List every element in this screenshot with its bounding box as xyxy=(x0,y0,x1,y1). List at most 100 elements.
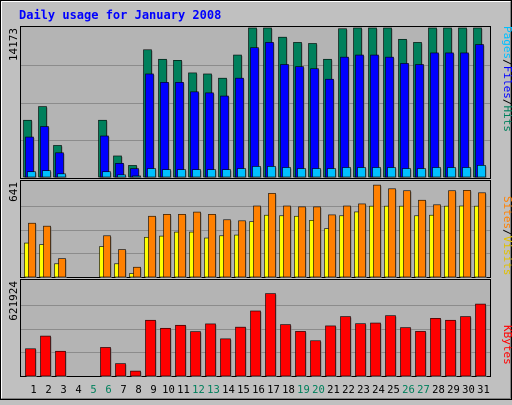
bar-kbytes xyxy=(280,324,291,377)
bar-sites xyxy=(223,219,231,278)
bar-files xyxy=(250,47,259,178)
bar-sites xyxy=(178,214,186,278)
day-label: 2 xyxy=(45,384,51,396)
bar-sites xyxy=(58,258,66,278)
bar-kbytes xyxy=(175,324,186,377)
bar-kbytes xyxy=(205,323,216,377)
bar-sites xyxy=(448,190,456,278)
ymax-label-hits: 14173 xyxy=(7,28,20,61)
legend-pages: Pages xyxy=(501,26,512,59)
bar-kbytes xyxy=(400,327,411,377)
bar-files xyxy=(400,63,409,178)
bar-sites xyxy=(313,206,321,278)
bar-kbytes xyxy=(340,316,351,377)
ymax-label-visits: 641 xyxy=(7,182,20,202)
bar-files xyxy=(205,92,214,178)
bar-sites xyxy=(253,205,261,278)
day-label: 5 xyxy=(90,384,96,396)
bar-files xyxy=(475,44,484,178)
day-label: 29 xyxy=(447,384,460,396)
bar-sites xyxy=(373,184,381,278)
day-label: 30 xyxy=(462,384,475,396)
day-label: 16 xyxy=(252,384,265,396)
bar-sites xyxy=(238,220,246,278)
bar-pages xyxy=(342,167,351,178)
legend-visits-panel: Sites/Visits xyxy=(501,196,512,276)
bar-files xyxy=(40,126,49,178)
bar-kbytes xyxy=(370,322,381,377)
bar-sites xyxy=(208,214,216,278)
bar-sites xyxy=(283,205,291,278)
day-label: 28 xyxy=(432,384,445,396)
legend-files: Files xyxy=(501,66,512,99)
bar-sites xyxy=(403,190,411,278)
day-label: 9 xyxy=(150,384,156,396)
bar-files xyxy=(220,95,229,178)
day-label: 14 xyxy=(222,384,235,396)
bar-kbytes xyxy=(445,319,456,377)
bar-files xyxy=(175,82,184,178)
bar-pages xyxy=(327,168,336,178)
bar-files xyxy=(340,56,349,178)
bar-pages xyxy=(372,167,381,178)
bar-pages xyxy=(132,175,141,178)
ymax-label-kbytes: 621924 xyxy=(7,281,20,321)
day-label: 21 xyxy=(327,384,340,396)
bar-files xyxy=(460,52,469,178)
bar-sites xyxy=(148,215,156,278)
legend-sites: Sites xyxy=(501,196,512,229)
bar-pages xyxy=(387,167,396,178)
bar-files xyxy=(430,52,439,178)
day-label: 12 xyxy=(192,384,205,396)
bar-sites xyxy=(133,266,141,278)
bar-pages xyxy=(252,166,261,178)
day-label: 7 xyxy=(120,384,126,396)
bar-files xyxy=(415,64,424,178)
bar-pages xyxy=(282,167,291,178)
bar-sites xyxy=(328,214,336,278)
day-label: 24 xyxy=(372,384,385,396)
day-label: 26 xyxy=(402,384,415,396)
bar-pages xyxy=(207,169,216,178)
bar-files xyxy=(235,77,244,178)
day-label: 8 xyxy=(135,384,141,396)
bar-pages xyxy=(357,167,366,178)
bar-kbytes xyxy=(310,340,321,377)
bar-kbytes xyxy=(415,331,426,377)
bar-pages xyxy=(312,168,321,178)
day-label: 17 xyxy=(267,384,280,396)
bar-files xyxy=(160,82,169,178)
bar-pages xyxy=(192,169,201,178)
bar-kbytes xyxy=(430,318,441,377)
bar-files xyxy=(25,136,34,178)
day-label: 15 xyxy=(237,384,250,396)
bar-pages xyxy=(417,168,426,178)
legend-hits-panel: Pages/Files/Hits xyxy=(501,26,512,132)
day-label: 31 xyxy=(477,384,490,396)
bar-kbytes xyxy=(475,303,486,377)
bar-pages xyxy=(447,167,456,178)
bar-kbytes xyxy=(355,323,366,377)
legend-hits: Hits xyxy=(501,106,512,133)
legend-sep: / xyxy=(501,229,512,236)
day-label: 11 xyxy=(177,384,190,396)
bar-kbytes xyxy=(160,327,171,377)
bar-files xyxy=(325,78,334,178)
bar-kbytes xyxy=(40,335,51,377)
bar-kbytes xyxy=(265,293,276,377)
bar-files xyxy=(280,64,289,178)
legend-visits: Visits xyxy=(501,236,512,276)
bar-sites xyxy=(43,225,51,278)
bar-sites xyxy=(343,205,351,278)
bar-sites xyxy=(118,249,126,278)
day-label: 25 xyxy=(387,384,400,396)
bar-pages xyxy=(162,169,171,178)
bar-kbytes xyxy=(55,350,66,377)
bar-sites xyxy=(463,189,471,278)
bar-files xyxy=(310,68,319,178)
bar-kbytes xyxy=(100,347,111,377)
bar-files xyxy=(55,152,64,178)
bar-files xyxy=(355,54,364,178)
bar-files xyxy=(145,73,154,178)
bars-layer xyxy=(23,27,487,377)
